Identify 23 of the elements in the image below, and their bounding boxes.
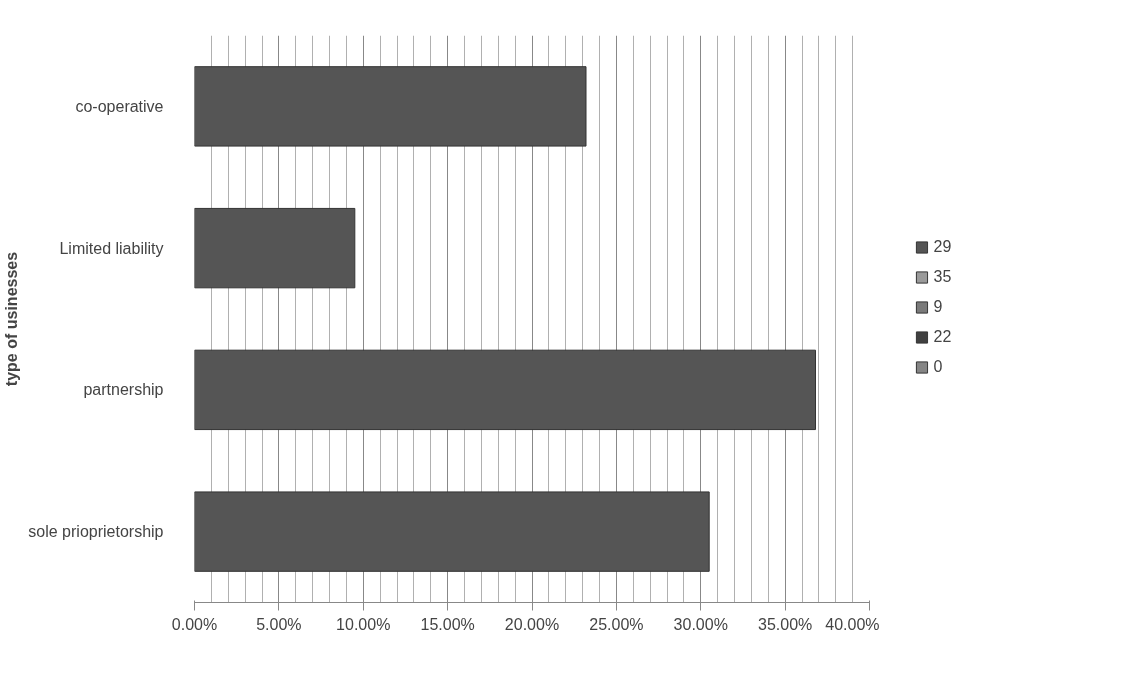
- x-tick-label: 20.00%: [504, 615, 560, 633]
- y-tick-label: Limited liability: [59, 239, 164, 257]
- legend-label: 22: [933, 328, 953, 346]
- y-tick-label: partnership: [83, 381, 164, 399]
- x-tick-label: 40.00%: [825, 615, 880, 633]
- y-axis-title: type of usinesses: [3, 251, 21, 387]
- bar: [194, 349, 816, 431]
- x-tick-label: 35.00%: [757, 615, 813, 633]
- x-tick-label: 30.00%: [673, 615, 728, 633]
- x-tick-label: 15.00%: [420, 615, 475, 633]
- y-tick-label: co-operative: [75, 97, 164, 115]
- x-tick-label: 25.00%: [589, 615, 644, 633]
- x-tick-label: 10.00%: [336, 615, 391, 633]
- bar: [194, 66, 587, 147]
- legend-label: 29: [933, 238, 953, 256]
- legend-label: 9: [933, 298, 944, 316]
- x-tick-label: 0.00%: [171, 615, 218, 633]
- legend-label: 0: [933, 358, 944, 376]
- y-tick-label: sole prioprietorship: [28, 523, 164, 541]
- bar: [194, 491, 710, 572]
- bar: [194, 207, 356, 289]
- x-tick-label: 5.00%: [256, 615, 302, 633]
- legend-label: 35: [933, 268, 953, 286]
